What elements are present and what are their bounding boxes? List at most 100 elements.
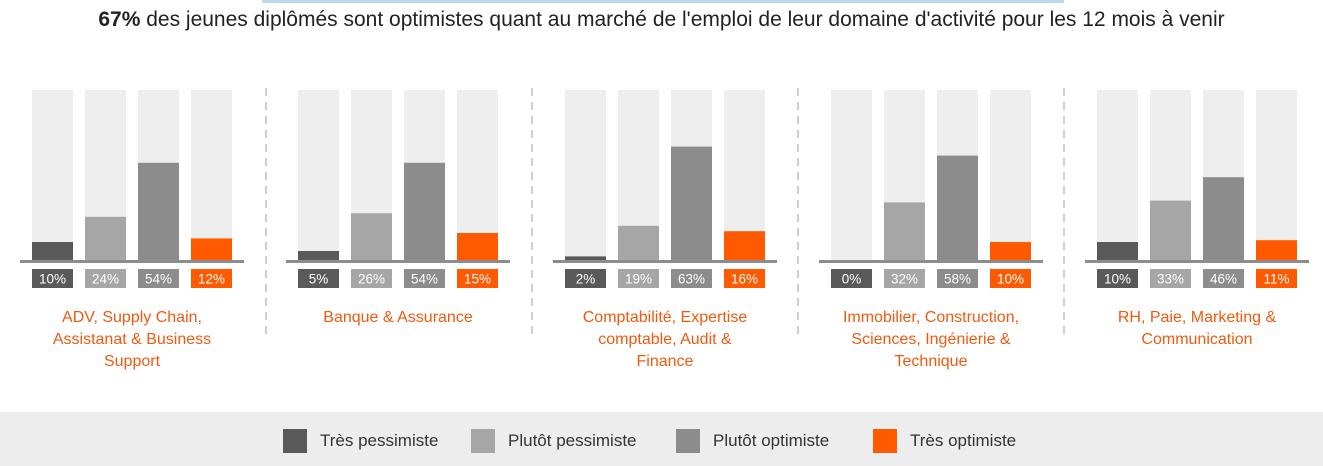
value-label: 10% (997, 272, 1024, 287)
category-label-line: Technique (895, 353, 968, 370)
legend: Très pessimiste Plutôt pessimiste Plutôt… (0, 412, 1323, 466)
value-label-box (1203, 269, 1244, 288)
value-label: 26% (358, 272, 385, 287)
value-label-box (191, 269, 232, 288)
value-label: 2% (576, 272, 596, 287)
value-label: 54% (145, 272, 172, 287)
value-label-box (1256, 269, 1297, 288)
title-text: des jeunes diplômés sont optimistes quan… (140, 8, 1225, 31)
bar (32, 242, 73, 260)
legend-swatch-tres-optimiste (873, 429, 897, 453)
category-label-line: Sciences, Ingénierie & (851, 331, 1011, 348)
category-label-line: Finance (637, 353, 694, 370)
bar-track (1256, 90, 1297, 260)
value-label-box (990, 269, 1031, 288)
value-label: 10% (39, 272, 66, 287)
bar-track (32, 90, 73, 260)
value-label-box (1097, 269, 1138, 288)
category-label-line: Communication (1141, 331, 1252, 348)
value-label: 46% (1210, 272, 1237, 287)
value-label-box (1150, 269, 1191, 288)
category-label: ADV, Supply Chain, Assistanat & Business S… (53, 309, 211, 370)
bar-track (1097, 90, 1138, 260)
bar (191, 238, 232, 260)
axis-baseline (819, 260, 1043, 263)
category-label-line: RH, Paie, Marketing & (1118, 309, 1277, 326)
value-label: 19% (625, 272, 652, 287)
value-label-box (351, 269, 392, 288)
bar (565, 256, 606, 260)
category-label-line: Support (104, 353, 161, 370)
bar (724, 231, 765, 260)
category-label-line: Immobilier, Construction, (843, 309, 1019, 326)
bar (1150, 200, 1191, 260)
category-label: Immobilier, Construction, Sciences, Ingén… (843, 309, 1019, 370)
value-label: 10% (1104, 272, 1131, 287)
axis-baseline (553, 260, 777, 263)
bar (1203, 177, 1244, 260)
value-label-box (937, 269, 978, 288)
category-label-line: Banque & Assurance (323, 309, 473, 326)
legend-label-plutot-pessimiste: Plutôt pessimiste (508, 431, 637, 450)
legend-swatch-plutot-optimiste (676, 429, 700, 453)
value-label: 5% (309, 272, 329, 287)
bar (990, 242, 1031, 260)
legend-label-plutot-optimiste: Plutôt optimiste (713, 431, 830, 450)
category-label-line: Assistanat & Business (53, 331, 211, 348)
legend-swatch-tres-pessimiste (283, 429, 307, 453)
category-label: Banque & Assurance (323, 309, 473, 326)
value-label-box (138, 269, 179, 288)
value-label: 0% (842, 272, 862, 287)
bar-track (191, 90, 232, 260)
value-label: 15% (464, 272, 491, 287)
legend-item-plutot-pessimiste: Plutôt pessimiste (471, 429, 637, 453)
title-highlight: 67% (98, 8, 141, 31)
value-label: 11% (1263, 272, 1289, 287)
legend-item-tres-optimiste: Très optimiste (873, 429, 1016, 453)
legend-item-plutot-optimiste: Plutôt optimiste (676, 429, 829, 453)
value-label-box (565, 269, 606, 288)
value-label-box (618, 269, 659, 288)
bar-track (990, 90, 1031, 260)
value-label-box (85, 269, 126, 288)
bar (671, 146, 712, 260)
value-label: 33% (1157, 272, 1184, 287)
category-label: RH, Paie, Marketing & Communication (1118, 309, 1277, 348)
legend-item-tres-pessimiste: Très pessimiste (283, 429, 438, 453)
bar-track (565, 90, 606, 260)
bar (298, 251, 339, 260)
bar (1256, 240, 1297, 260)
value-label-box (671, 269, 712, 288)
value-label: 24% (92, 272, 119, 287)
value-label-box (724, 269, 765, 288)
value-label-box (404, 269, 445, 288)
bar (138, 162, 179, 260)
value-label-box (884, 269, 925, 288)
value-label-box (32, 269, 73, 288)
axis-baseline (1085, 260, 1309, 263)
bar (404, 162, 445, 260)
value-label: 32% (891, 272, 918, 287)
bar (351, 213, 392, 260)
value-label: 54% (411, 272, 438, 287)
value-label: 58% (944, 272, 971, 287)
chart-title: 67% des jeunes diplômés sont optimistes … (0, 8, 1323, 32)
legend-label-tres-pessimiste: Très pessimiste (320, 431, 439, 450)
legend-swatch-plutot-pessimiste (471, 429, 495, 453)
bar-track (298, 90, 339, 260)
top-accent-line (262, 0, 1064, 3)
axis-baseline (286, 260, 510, 263)
bar-chart: 10% 24% 54% 12% ADV, Supply Chain, Assistanat… (20, 88, 1309, 370)
bar-track (457, 90, 498, 260)
bar (884, 202, 925, 260)
bar (937, 155, 978, 260)
axis-baseline (20, 260, 244, 263)
legend-label-tres-optimiste: Très optimiste (910, 431, 1017, 450)
bar (618, 225, 659, 260)
value-label-box (831, 269, 872, 288)
value-label: 16% (731, 272, 758, 287)
bar (457, 233, 498, 260)
bar (85, 216, 126, 260)
value-label: 12% (198, 272, 225, 287)
category-label-line: ADV, Supply Chain, (62, 309, 202, 326)
